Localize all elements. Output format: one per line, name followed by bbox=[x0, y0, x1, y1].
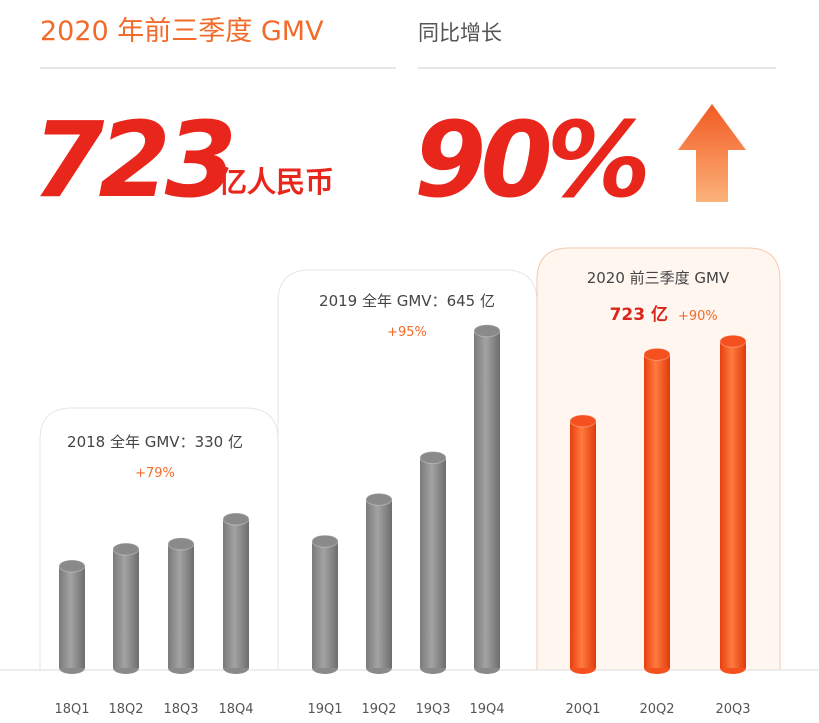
group-total: 723 亿 bbox=[610, 304, 668, 325]
bar bbox=[644, 354, 670, 668]
x-tick-label: 19Q4 bbox=[469, 702, 504, 717]
bar-top bbox=[719, 334, 747, 348]
gmv-unit: 亿人民币 bbox=[218, 165, 334, 199]
growth-value: 90% bbox=[414, 99, 646, 221]
bar bbox=[366, 499, 392, 668]
bar bbox=[223, 519, 249, 668]
bar-top bbox=[473, 324, 501, 338]
bar-top bbox=[569, 414, 597, 428]
bar bbox=[59, 566, 85, 668]
bar bbox=[720, 341, 746, 668]
gmv-value: 723 bbox=[32, 99, 232, 221]
bar-top bbox=[167, 537, 195, 551]
x-tick-label: 19Q1 bbox=[307, 702, 342, 717]
x-tick-label: 19Q2 bbox=[361, 702, 396, 717]
x-tick-label: 18Q1 bbox=[54, 702, 89, 717]
growth-title: 同比增长 bbox=[418, 21, 502, 45]
bar bbox=[474, 330, 500, 668]
bar-top bbox=[643, 347, 671, 361]
header-title: 2020 年前三季度 GMV bbox=[40, 16, 324, 47]
x-tick-label: 20Q3 bbox=[715, 702, 750, 717]
panel-2019 bbox=[277, 269, 538, 670]
bar-top bbox=[58, 559, 86, 573]
bar bbox=[113, 549, 139, 668]
x-tick-label: 20Q2 bbox=[639, 702, 674, 717]
bar bbox=[570, 420, 596, 668]
x-tick-label: 18Q4 bbox=[218, 702, 253, 717]
group-growth: +95% bbox=[387, 325, 427, 340]
bar bbox=[312, 541, 338, 668]
bar bbox=[420, 457, 446, 668]
group-title: 2019 全年 GMV：645 亿 bbox=[319, 292, 495, 310]
bar-top bbox=[419, 451, 447, 465]
x-tick-label: 19Q3 bbox=[415, 702, 450, 717]
bar-top bbox=[365, 492, 393, 506]
bar-top bbox=[222, 512, 250, 526]
group-title: 2018 全年 GMV：330 亿 bbox=[67, 433, 243, 451]
group-title: 2020 前三季度 GMV bbox=[587, 269, 730, 287]
group-growth: +90% bbox=[678, 309, 718, 324]
group-growth: +79% bbox=[135, 466, 175, 481]
x-tick-label: 18Q3 bbox=[163, 702, 198, 717]
bar-top bbox=[112, 542, 140, 556]
x-tick-label: 18Q2 bbox=[108, 702, 143, 717]
panel-2018 bbox=[39, 407, 279, 670]
x-tick-label: 20Q1 bbox=[565, 702, 600, 717]
up-arrow bbox=[678, 104, 746, 202]
bar bbox=[168, 543, 194, 668]
bar-top bbox=[311, 534, 339, 548]
